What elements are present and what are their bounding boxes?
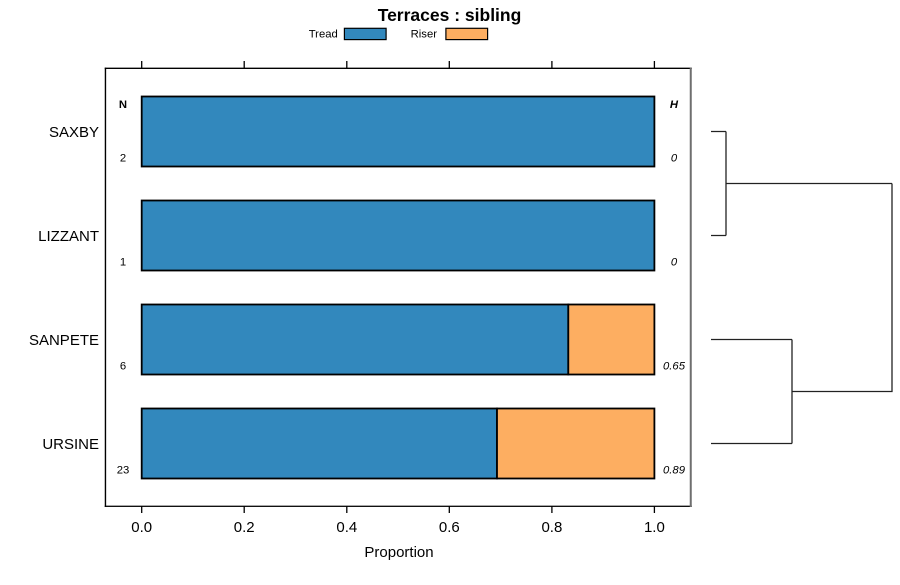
svg-text:0.0: 0.0 xyxy=(131,519,152,536)
svg-text:N: N xyxy=(119,99,127,111)
svg-text:Tread: Tread xyxy=(309,28,338,40)
svg-text:23: 23 xyxy=(117,465,130,477)
svg-text:LIZZANT: LIZZANT xyxy=(38,228,99,245)
svg-text:URSINE: URSINE xyxy=(42,436,99,453)
svg-text:1.0: 1.0 xyxy=(644,519,665,536)
svg-text:H: H xyxy=(670,99,679,111)
svg-text:0.89: 0.89 xyxy=(663,465,686,477)
svg-text:0: 0 xyxy=(671,257,678,269)
svg-text:Proportion: Proportion xyxy=(364,544,433,561)
svg-text:0.65: 0.65 xyxy=(663,361,686,373)
svg-text:6: 6 xyxy=(120,361,126,373)
svg-text:SAXBY: SAXBY xyxy=(49,124,99,141)
svg-text:0.2: 0.2 xyxy=(234,519,255,536)
svg-text:SANPETE: SANPETE xyxy=(29,332,99,349)
svg-text:0.8: 0.8 xyxy=(541,519,562,536)
svg-text:0.4: 0.4 xyxy=(336,519,357,536)
svg-text:2: 2 xyxy=(120,153,126,165)
svg-text:0.6: 0.6 xyxy=(439,519,460,536)
svg-text:1: 1 xyxy=(120,257,126,269)
svg-text:Terraces : sibling: Terraces : sibling xyxy=(378,5,522,25)
svg-text:0: 0 xyxy=(671,153,678,165)
svg-text:Riser: Riser xyxy=(411,28,438,40)
